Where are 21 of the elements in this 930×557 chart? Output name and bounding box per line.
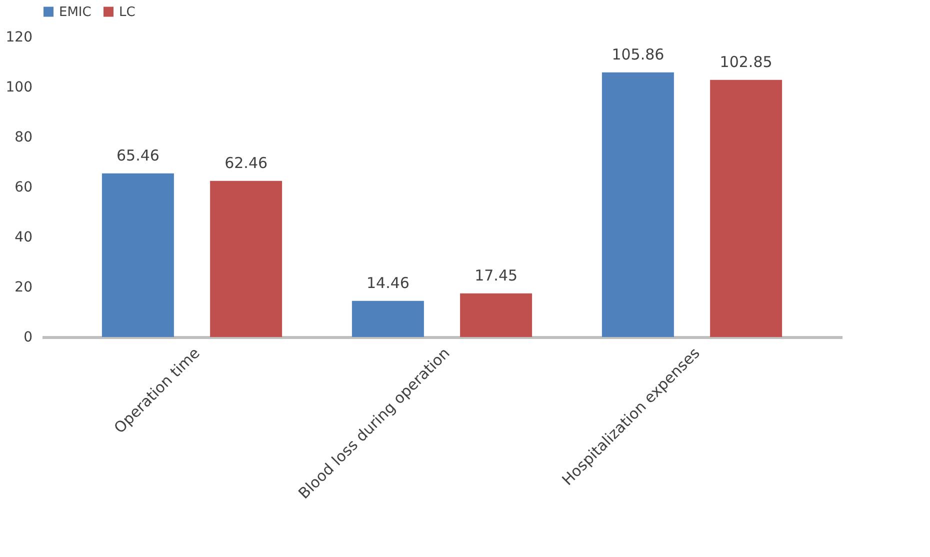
- data-label: 102.85: [720, 52, 772, 71]
- data-label: 62.46: [224, 154, 268, 172]
- y-tick-label: 60: [14, 180, 32, 196]
- y-tick-label: 20: [14, 280, 32, 296]
- y-tick-label: 40: [14, 230, 32, 246]
- bar: [710, 80, 782, 337]
- bar: [602, 72, 674, 337]
- bar: [102, 173, 174, 337]
- bar: [210, 180, 282, 337]
- bar: [460, 293, 532, 337]
- bar: [352, 300, 424, 337]
- y-tick-label: 100: [6, 80, 32, 96]
- data-label: 65.46: [116, 146, 160, 164]
- data-label: 105.86: [612, 45, 664, 64]
- legend-label: EMIC: [59, 4, 92, 20]
- legend-label: LC: [119, 4, 136, 20]
- y-tick-label: 120: [6, 30, 32, 46]
- data-label: 14.46: [366, 274, 410, 292]
- data-label: 17.45: [474, 266, 518, 284]
- y-tick-label: 0: [24, 330, 32, 346]
- y-tick-label: 80: [14, 130, 32, 146]
